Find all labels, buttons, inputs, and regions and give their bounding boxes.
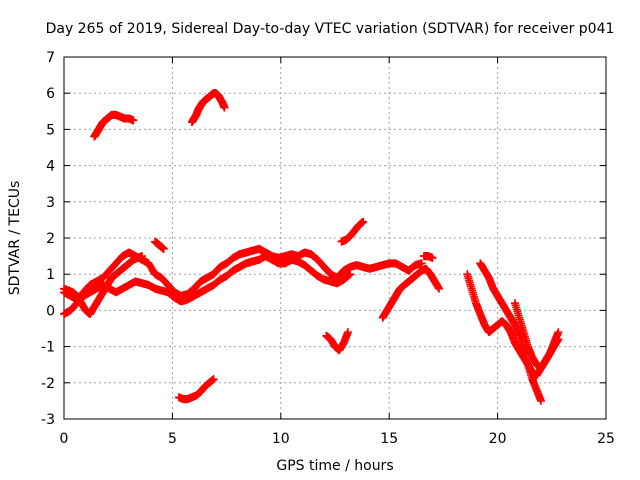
y-tick-label: -1 [41,340,55,356]
x-tick-label: 15 [380,431,398,447]
axis-ticks: 0 5 10 15 20 25 -3 -2 -1 0 1 2 3 4 5 6 7 [41,50,615,447]
series-track-j [378,264,444,322]
series-track-h [322,328,353,355]
y-tick-label: 5 [46,122,55,138]
y-tick-label: 2 [46,231,55,247]
series-track-a [60,244,426,304]
y-tick-label: 0 [46,303,55,319]
data-point [554,328,563,337]
y-tick-label: 1 [46,267,55,283]
series-track-c [60,252,147,319]
data-point [359,217,368,226]
y-tick-label: -2 [41,376,55,392]
data-point [554,335,563,344]
chart-title: Day 265 of 2019, Sidereal Day-to-day VTE… [46,21,615,37]
series-track-b [60,252,355,319]
data-points [60,89,563,405]
y-tick-label: 7 [46,50,55,66]
x-tick-label: 0 [60,431,69,447]
x-tick-label: 5 [168,431,177,447]
series-track-i [337,217,368,246]
x-tick-label: 20 [489,431,507,447]
x-tick-label: 10 [272,431,290,447]
series-track-g [174,375,218,404]
data-point [129,116,138,125]
y-tick-label: 4 [46,159,55,175]
series-track-m [476,259,545,405]
x-tick-label: 25 [597,431,615,447]
series-track-d [151,237,168,253]
series-track-n [510,299,563,373]
y-tick-label: 6 [46,86,55,102]
data-point [138,252,147,261]
data-point [220,103,229,112]
x-axis-label: GPS time / hours [276,458,393,474]
data-point [536,396,545,405]
y-tick-label: -3 [41,412,55,428]
data-point [435,284,444,293]
y-tick-label: 3 [46,195,55,211]
data-point [344,328,353,337]
data-point [417,259,426,268]
series-track-f [187,89,229,127]
y-axis-label: SDTVAR / TECUs [7,181,23,296]
data-point [209,375,218,384]
data-point [159,244,168,253]
series-track-e [90,110,138,141]
data-point [346,270,355,279]
series-track-k [419,252,437,262]
data-point [428,253,437,262]
